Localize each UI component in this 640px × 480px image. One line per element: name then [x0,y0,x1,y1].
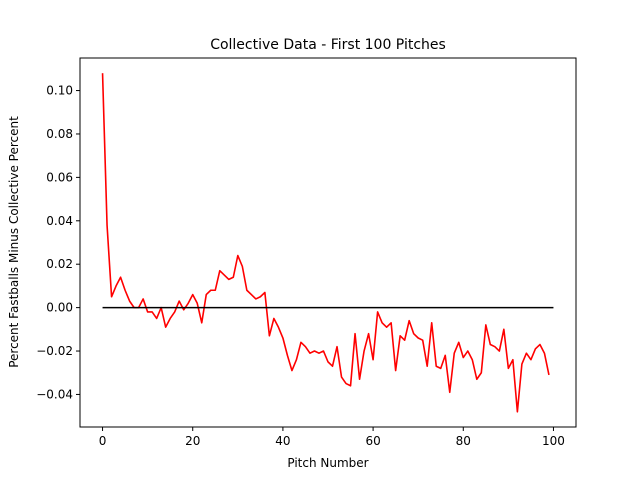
x-tick-label: 0 [99,434,107,448]
plot-frame [79,57,577,428]
chart-title: Collective Data - First 100 Pitches [210,37,446,53]
x-tick-label: 60 [365,434,380,448]
y-tick-label: −0.04 [36,387,73,401]
x-tick-label: 80 [456,434,471,448]
y-tick-label: 0.02 [46,257,73,271]
y-tick-label: 0.08 [46,127,73,141]
y-tick-label: 0.00 [46,301,73,315]
y-tick-label: 0.06 [46,170,73,184]
y-axis-title: Percent Fastballs Minus Collective Perce… [7,116,21,368]
series-line-red [101,73,550,413]
x-tick-label: 20 [185,434,200,448]
x-axis-title: Pitch Number [287,456,368,470]
plot-lines [101,73,554,413]
y-tick-label: −0.02 [36,344,73,358]
y-axis-ticks: −0.04 −0.02 0.00 0.02 0.04 0.06 0.08 0.10 [36,84,80,401]
x-axis-ticks: 0 20 40 60 80 100 [99,427,565,448]
x-tick-label: 100 [542,434,565,448]
y-tick-label: 0.10 [46,84,73,98]
x-tick-label: 40 [275,434,290,448]
y-tick-label: 0.04 [46,214,73,228]
